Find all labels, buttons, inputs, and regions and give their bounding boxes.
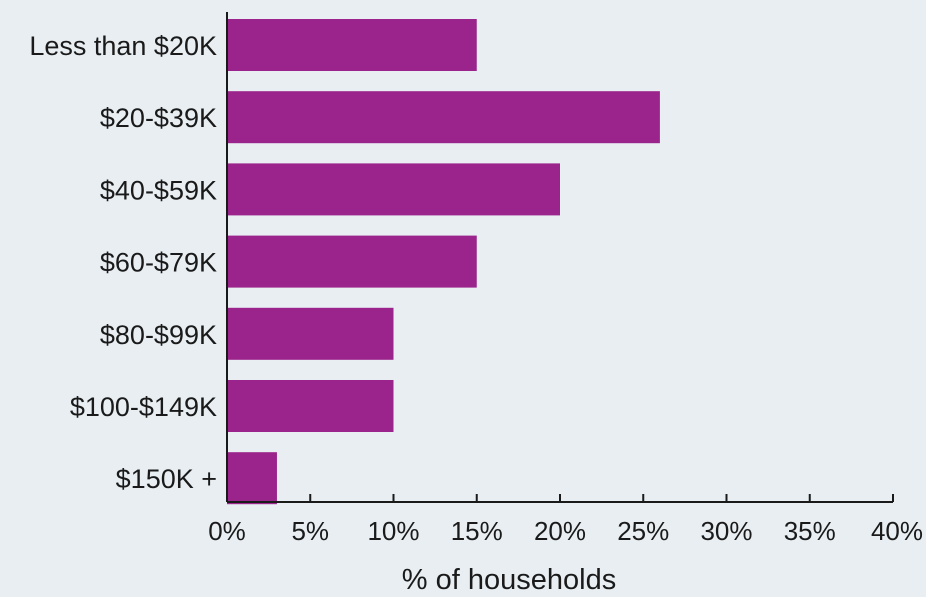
category-label-3: $60-$79K xyxy=(100,248,217,278)
x-tick-label-3: 15% xyxy=(451,516,503,546)
x-tick-label-0: 0% xyxy=(208,516,246,546)
x-axis-title: % of households xyxy=(402,564,616,596)
bar-3 xyxy=(227,235,477,288)
category-label-0: Less than $20K xyxy=(29,31,217,61)
bar-5 xyxy=(227,380,394,432)
category-label-2: $40-$59K xyxy=(100,175,217,205)
x-tick-label-6: 30% xyxy=(700,516,752,546)
bar-6 xyxy=(227,452,277,505)
category-label-4: $80-$99K xyxy=(100,320,217,350)
bar-0 xyxy=(227,19,477,71)
x-tick-label-4: 20% xyxy=(534,516,586,546)
x-tick-label-5: 25% xyxy=(617,516,669,546)
category-label-5: $100-$149K xyxy=(70,392,217,422)
category-label-1: $20-$39K xyxy=(100,103,217,133)
bar-2 xyxy=(227,163,560,216)
category-label-6: $150K + xyxy=(116,464,217,494)
bar-1 xyxy=(227,91,660,144)
x-tick-label-8: 40% xyxy=(871,516,923,546)
category-labels-group: Less than $20K $20-$39K $40-$59K $60-$79K $8… xyxy=(29,31,217,494)
bar-4 xyxy=(227,307,394,360)
x-ticks-group: 0% 5% 10% 15% 20% 25% 30% 35% 40% xyxy=(208,494,923,546)
x-tick-label-7: 35% xyxy=(784,516,836,546)
bars-group xyxy=(227,19,660,505)
x-tick-label-2: 10% xyxy=(367,516,419,546)
x-tick-label-1: 5% xyxy=(291,516,329,546)
